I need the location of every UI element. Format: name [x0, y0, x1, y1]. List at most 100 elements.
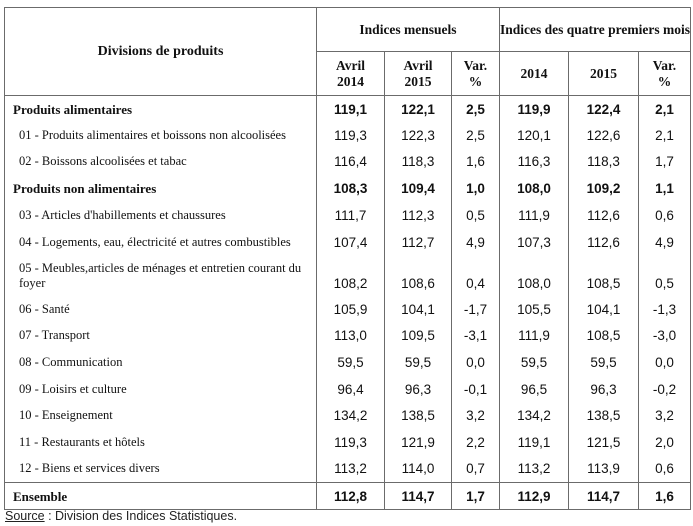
table-row: 02 - Boissons alcoolisées et tabac 116,4 1…	[4, 148, 691, 175]
table-row: 12 - Biens et services divers 113,2 114,0 0…	[4, 455, 691, 483]
cell-value: 112,6	[568, 228, 639, 256]
table-row: 03 - Articles d'habillements et chaussur…	[4, 201, 691, 229]
row-label: 11 - Restaurants et hôtels	[4, 428, 317, 456]
cell-value: 2,1	[638, 122, 691, 149]
cell-value: 59,5	[499, 348, 569, 376]
cell-value: 134,2	[316, 402, 385, 429]
cell-value: 114,7	[384, 482, 452, 510]
cell-value: 1,7	[638, 148, 691, 175]
total-row: Ensemble 112,8 114,7 1,7 112,9 114,7 1,6	[4, 482, 691, 510]
cell-value: 134,2	[499, 402, 569, 429]
cell-value: 1,6	[638, 482, 691, 510]
cell-value: 120,1	[499, 122, 569, 149]
row-label: 04 - Logements, eau, électricité et autr…	[4, 228, 317, 256]
table-row: 06 - Santé 105,9 104,1 -1,7 105,5 104,1 -1,3	[4, 295, 691, 323]
cell-value: 119,3	[316, 122, 385, 149]
cell-value: 122,6	[568, 122, 639, 149]
cell-value: 108,0	[499, 255, 569, 296]
header-group-monthly: Indices mensuels	[316, 7, 500, 52]
cell-value: 114,0	[384, 455, 452, 483]
group-row: Produits alimentaires 119,1 122,1 2,5 119,9 1…	[4, 95, 691, 123]
row-label: 06 - Santé	[4, 295, 317, 323]
cell-value: -1,7	[451, 295, 500, 323]
cell-value: 108,3	[316, 174, 385, 202]
row-label: Produits non alimentaires	[4, 174, 317, 202]
header-col-line: Avril	[336, 57, 365, 73]
row-label: 05 - Meubles,articles de ménages et entr…	[4, 255, 317, 296]
table-row: 05 - Meubles,articles de ménages et entr…	[4, 255, 691, 296]
header-col-line: Var.	[652, 57, 677, 73]
header-col-4: 2015	[568, 51, 639, 96]
header-group-four-months: Indices des quatre premiers mois	[499, 7, 691, 52]
cell-value: 105,9	[316, 295, 385, 323]
cell-value: 107,4	[316, 228, 385, 256]
cell-value: 4,9	[451, 228, 500, 256]
cell-value: 118,3	[568, 148, 639, 175]
table-row: 08 - Communication 59,5 59,5 0,0 59,5 59,5 0,0	[4, 348, 691, 376]
cell-value: 105,5	[499, 295, 569, 323]
cell-value: 118,3	[384, 148, 452, 175]
source-separator: :	[44, 509, 56, 523]
cell-value: 113,0	[316, 322, 385, 349]
cell-value: 108,2	[316, 255, 385, 296]
cell-value: 119,9	[499, 95, 569, 123]
row-label: 10 - Enseignement	[4, 402, 317, 429]
row-label: 09 - Loisirs et culture	[4, 375, 317, 403]
cell-value: 122,3	[384, 122, 452, 149]
cell-value: 121,9	[384, 428, 452, 456]
cell-value: 0,6	[638, 201, 691, 229]
group-row: Produits non alimentaires 108,3 109,4 1,0 10…	[4, 174, 691, 202]
header-col-line: %	[468, 73, 483, 89]
cell-value: 109,2	[568, 174, 639, 202]
cell-value: 108,6	[384, 255, 452, 296]
cell-value: 59,5	[384, 348, 452, 376]
cell-value: 112,7	[384, 228, 452, 256]
cell-value: 112,3	[384, 201, 452, 229]
row-label: 03 - Articles d'habillements et chaussur…	[4, 201, 317, 229]
table-row: 04 - Logements, eau, électricité et autr…	[4, 228, 691, 256]
cell-value: 1,0	[451, 174, 500, 202]
cell-value: 122,4	[568, 95, 639, 123]
cell-value: -1,3	[638, 295, 691, 323]
header-col-line: 2015	[590, 65, 617, 81]
cell-value: 0,7	[451, 455, 500, 483]
cell-value: 108,0	[499, 174, 569, 202]
row-label: Ensemble	[4, 482, 317, 510]
cell-value: 113,2	[499, 455, 569, 483]
cell-value: 96,3	[384, 375, 452, 403]
cell-value: 0,5	[451, 201, 500, 229]
cell-value: 3,2	[451, 402, 500, 429]
table-row: 09 - Loisirs et culture 96,4 96,3 -0,1 96,5 9…	[4, 375, 691, 403]
cell-value: 107,3	[499, 228, 569, 256]
header-divisions: Divisions de produits	[4, 7, 317, 96]
header-col-2: Var.%	[451, 51, 500, 96]
cell-value: 2,0	[638, 428, 691, 456]
cell-value: -3,0	[638, 322, 691, 349]
row-label: 12 - Biens et services divers	[4, 455, 317, 483]
cell-value: 96,5	[499, 375, 569, 403]
header-col-5: Var.%	[638, 51, 691, 96]
cell-value: 119,1	[316, 95, 385, 123]
cell-value: 1,1	[638, 174, 691, 202]
cell-value: 109,4	[384, 174, 452, 202]
cell-value: 1,6	[451, 148, 500, 175]
cell-value: 122,1	[384, 95, 452, 123]
cell-value: 109,5	[384, 322, 452, 349]
cell-value: 108,5	[568, 255, 639, 296]
cell-value: 112,8	[316, 482, 385, 510]
row-label: 02 - Boissons alcoolisées et tabac	[4, 148, 317, 175]
cell-value: 112,6	[568, 201, 639, 229]
cell-value: 2,2	[451, 428, 500, 456]
cell-value: 0,0	[451, 348, 500, 376]
header-col-line: Avril	[403, 57, 433, 73]
cell-value: 119,3	[316, 428, 385, 456]
table-row: 10 - Enseignement 134,2 138,5 3,2 134,2 138,5…	[4, 402, 691, 429]
header-col-line: 2014	[520, 65, 548, 81]
cell-value: 3,2	[638, 402, 691, 429]
cell-value: -0,2	[638, 375, 691, 403]
cell-value: 121,5	[568, 428, 639, 456]
cell-value: 119,1	[499, 428, 569, 456]
cell-value: 111,9	[499, 201, 569, 229]
cell-value: 2,5	[451, 122, 500, 149]
header-col-line: 2014	[337, 73, 364, 89]
